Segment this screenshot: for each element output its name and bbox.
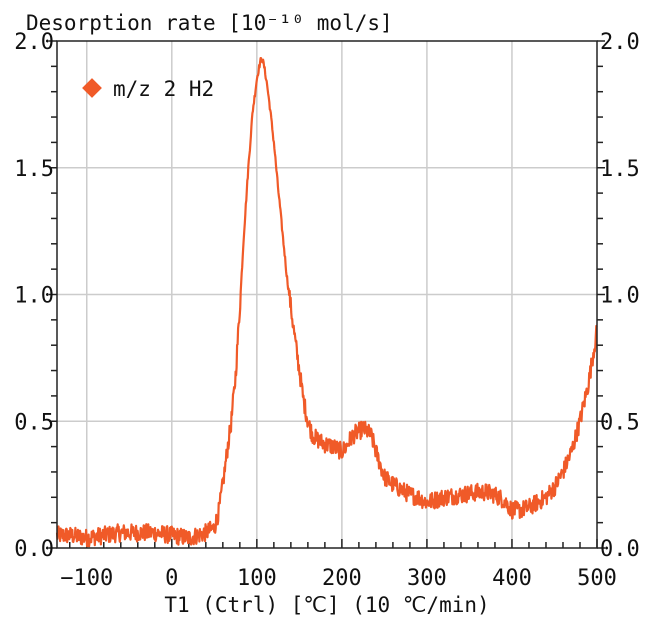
x-tick-label: 100 [237, 566, 277, 591]
y-tick-labels-left: 0.0 0.5 1.0 1.5 2.0 [14, 30, 54, 562]
series-line-h2 [55, 57, 598, 548]
y-tick-label-left: 0.0 [14, 537, 54, 562]
plot-frame [56, 40, 598, 549]
legend-label: m/z 2 H2 [113, 77, 214, 101]
x-tick-label: 200 [322, 566, 362, 591]
x-axis-title: T1 (Ctrl) [℃] (10 ℃/min) [164, 593, 489, 617]
x-tick-label: 0 [165, 566, 178, 591]
y-tick-label-left: 1.0 [14, 284, 54, 309]
y-axis-title: Desorption rate [10⁻¹⁰ mol/s] [26, 11, 393, 35]
y-tick-label-left: 2.0 [14, 30, 54, 55]
axis-ticks [49, 40, 605, 549]
y-tick-label-right: 1.0 [600, 284, 640, 309]
y-tick-label-right: 0.0 [600, 537, 640, 562]
y-tick-label-left: 0.5 [14, 410, 54, 435]
y-tick-label-left: 1.5 [14, 157, 54, 182]
grid-lines [57, 41, 597, 548]
y-tick-label-right: 2.0 [600, 30, 640, 55]
y-tick-labels-right: 0.0 0.5 1.0 1.5 2.0 [600, 30, 640, 562]
x-tick-label: −100 [60, 566, 113, 591]
legend-diamond-icon [82, 78, 102, 98]
x-tick-labels: −100 0 100 200 300 400 500 [60, 566, 617, 591]
x-tick-label: 500 [577, 566, 617, 591]
y-tick-label-right: 1.5 [600, 157, 640, 182]
x-tick-label: 400 [492, 566, 532, 591]
series-layer [55, 57, 598, 548]
legend: m/z 2 H2 [82, 77, 214, 101]
x-tick-label: 300 [407, 566, 447, 591]
y-tick-label-right: 0.5 [600, 410, 640, 435]
